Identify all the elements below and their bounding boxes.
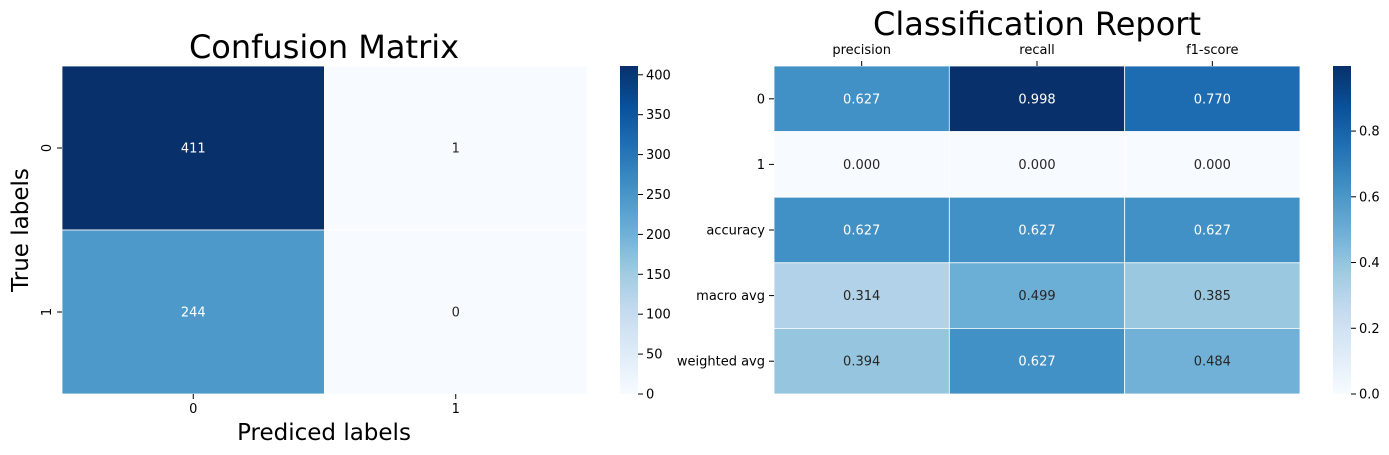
colorbar-tick-label: 100 [646,308,671,323]
heatmap-cell [948,327,1126,395]
colorbar-tick-label: 350 [646,108,671,123]
cell-value-label: 0.000 [1194,158,1231,173]
cell-value-label: 0.627 [843,224,880,239]
cell-value-label: 0.394 [843,355,880,370]
colorbar-tick-label: 300 [646,148,671,163]
classification-report-colorbar [1333,66,1351,394]
y-tick-label: 0 [757,92,765,107]
heatmap-cell [948,131,1126,198]
cell-value-label: 411 [181,142,206,157]
classification-report-cells: 0.627 0.998 0.770 0.000 0.000 0.000 0.627 0.627… [773,65,1301,395]
x-tick-label: f1-score [1186,43,1238,58]
cell-value-label: 0.484 [1194,355,1231,370]
colorbar-tick-label: 250 [646,188,671,203]
confusion-matrix-x-label: Prediced labels [237,420,411,446]
cell-value-label: 0.627 [1018,224,1055,239]
colorbar-tick-label: 0.4 [1359,256,1380,271]
cell-value-label: 0.770 [1194,92,1231,107]
heatmap-cell [948,196,1126,264]
colorbar-tick-label: 400 [646,68,671,83]
heatmap-cell [61,65,325,231]
x-tick-label: 0 [189,402,197,417]
y-tick-label: macro avg [696,289,765,304]
confusion-matrix-colorbar-ticks: 0 50 100 150 200 250 300 350 400 [638,68,671,403]
heatmap-cell [773,196,950,264]
heatmap-cell [1124,327,1301,395]
heatmap-cell [324,65,588,231]
cell-value-label: 0.000 [843,158,880,173]
cell-value-label: 0.627 [1194,224,1231,239]
cell-value-label: 0.627 [1018,355,1055,370]
x-tick-label: precision [832,43,891,58]
confusion-matrix-title: Confusion Matrix [189,28,459,66]
colorbar-tick-label: 200 [646,228,671,243]
y-tick-label: 0 [40,144,55,152]
colorbar-tick-label: 50 [646,348,663,363]
heatmap-cell [1124,262,1301,329]
heatmap-cell [1124,131,1301,198]
x-tick-label: 1 [452,402,460,417]
cell-value-label: 0.499 [1018,289,1055,304]
cell-value-label: 0.385 [1194,289,1231,304]
confusion-matrix-cells: 411 1 244 0 [61,65,588,395]
colorbar-tick-label: 0.8 [1359,125,1380,140]
y-tick-label: 1 [757,158,765,173]
y-tick-label: weighted avg [677,355,765,370]
heatmap-cell [948,262,1126,329]
cell-value-label: 1 [452,142,460,157]
classification-report-colorbar-ticks: 0.0 0.2 0.4 0.6 0.8 [1351,125,1380,403]
heatmap-cell [1124,65,1301,132]
colorbar-tick-label: 150 [646,268,671,283]
cell-value-label: 0.314 [843,289,880,304]
heatmap-cell [1124,196,1301,264]
heatmap-cell [773,262,950,329]
classification-report-y-ticks: 0 1 accuracy macro avg weighted avg [677,92,774,370]
heatmap-cell [773,327,950,395]
heatmap-cell [61,229,325,395]
cell-value-label: 0.000 [1018,158,1055,173]
colorbar-tick-label: 0 [646,388,654,403]
heatmap-cell [773,65,950,132]
confusion-matrix-y-label: True labels [8,168,34,293]
heatmap-cell [324,229,588,395]
colorbar-tick-label: 0.2 [1359,322,1380,337]
classification-report-title: Classification Report [873,5,1201,43]
y-tick-label: 1 [40,308,55,316]
cell-value-label: 0.998 [1018,92,1055,107]
confusion-matrix-y-ticks: 01 [40,144,62,316]
colorbar-tick-label: 0.0 [1359,388,1380,403]
cell-value-label: 244 [181,306,206,321]
colorbar-tick-label: 0.6 [1359,190,1380,205]
y-tick-label: accuracy [706,224,765,239]
classification-report-panel: Classification Report 0.627 0.998 0.770 0.0… [677,5,1380,403]
cell-value-label: 0.627 [843,92,880,107]
classification-report-x-ticks: precision recall f1-score [832,43,1239,66]
x-tick-label: recall [1019,43,1054,58]
cell-value-label: 0 [452,306,460,321]
confusion-matrix-colorbar [620,66,638,394]
